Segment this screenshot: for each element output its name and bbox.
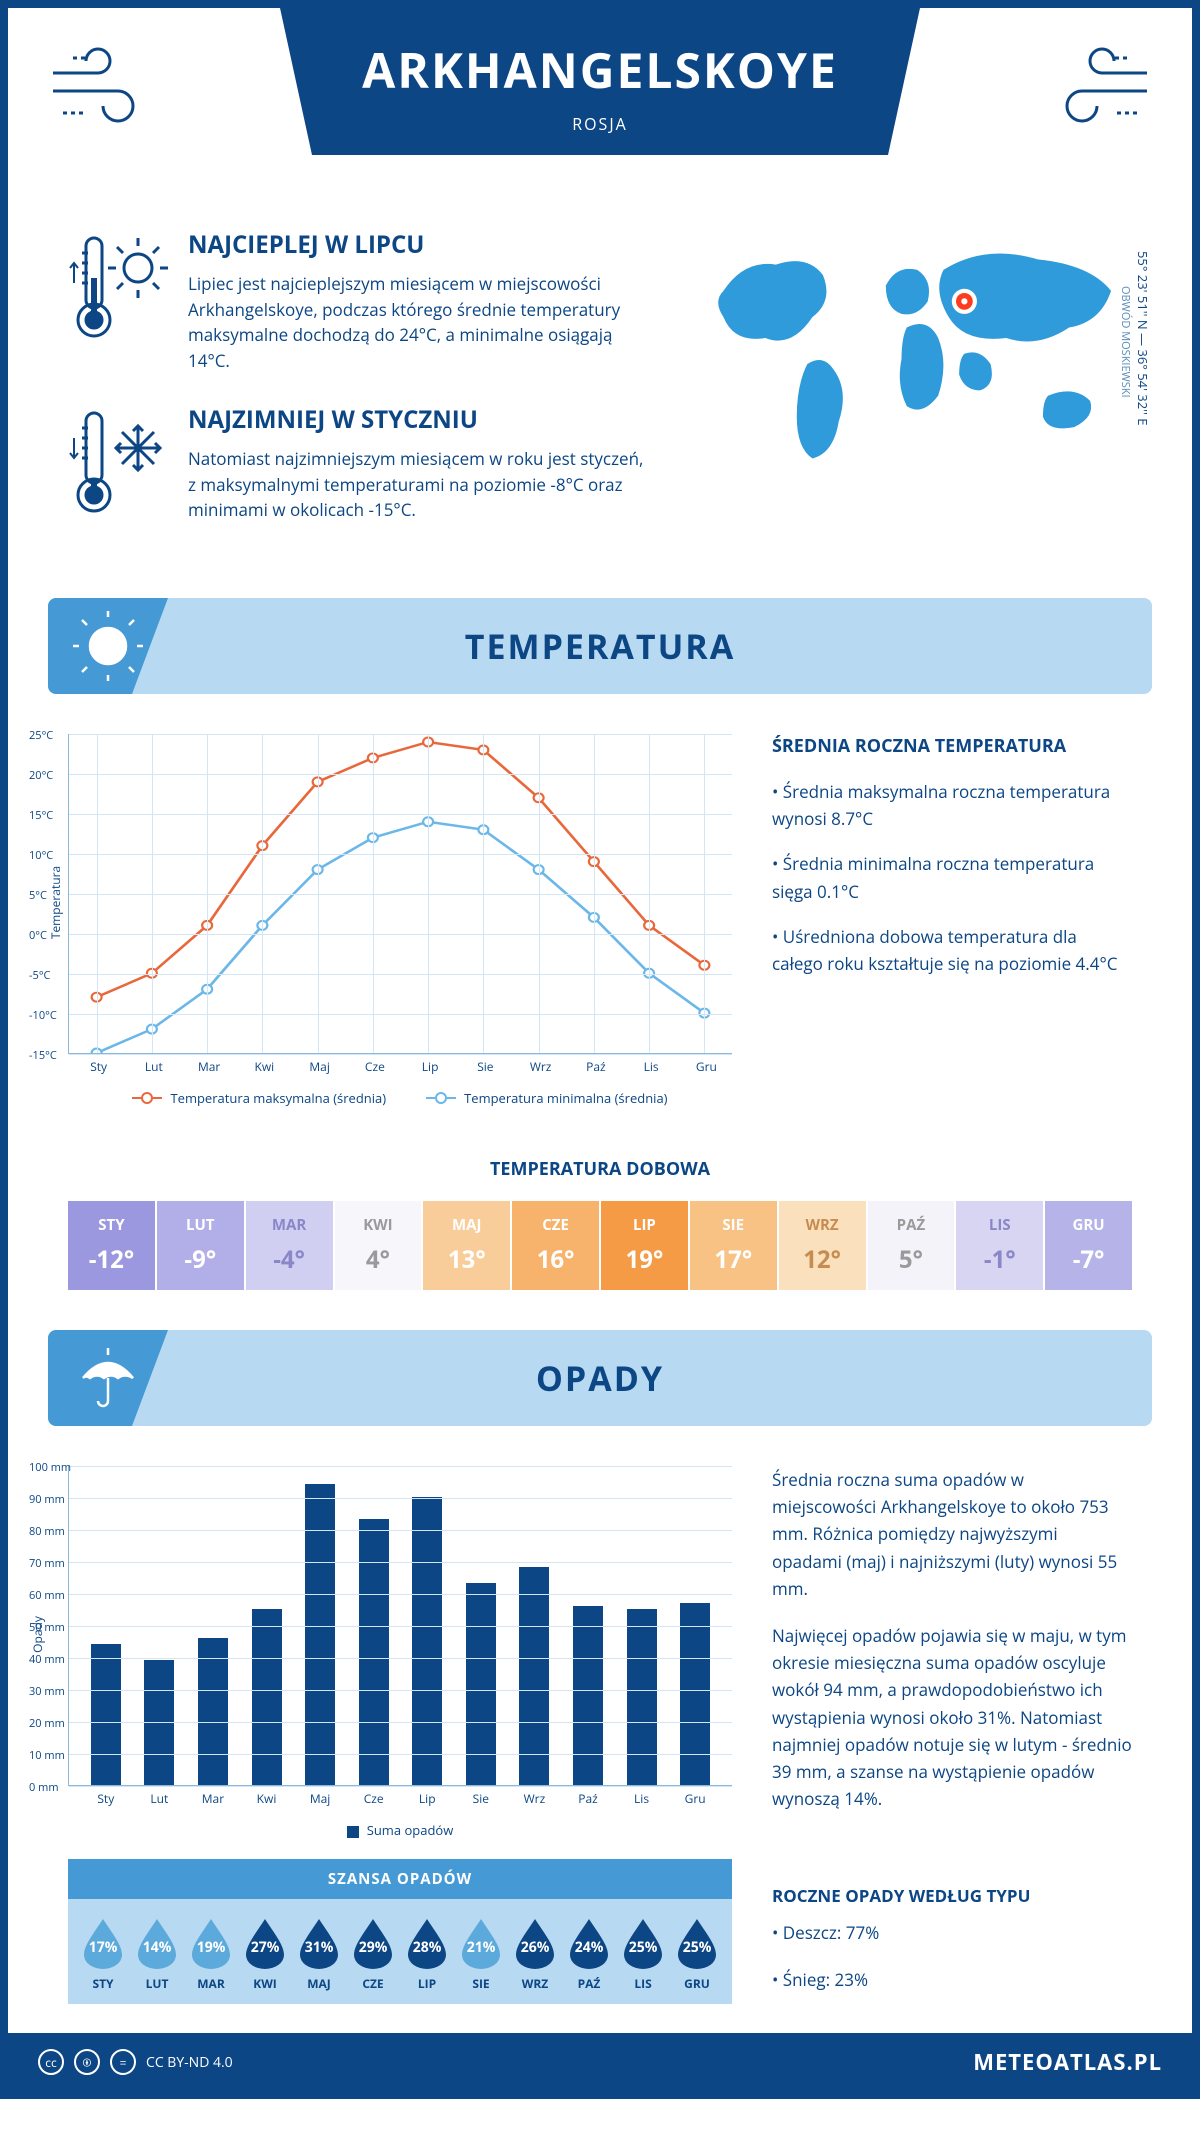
region-text: OBWÓD MOSKIEWSKI [1118, 286, 1133, 398]
coords-text: 55° 23' 51'' N — 36° 54' 32'' E [1134, 251, 1152, 425]
temperature-section-header: TEMPERATURA [48, 598, 1152, 694]
daily-cell: MAR-4° [246, 1201, 333, 1290]
thermometer-sun-icon [68, 228, 168, 373]
intro-text-column: NAJCIEPLEJ W LIPCU Lipiec jest najcieple… [68, 228, 652, 558]
chance-drop: 24%PAŹ [562, 1917, 616, 1992]
precip-p2: Najwięcej opadów pojawia się w maju, w t… [772, 1622, 1132, 1812]
precip-area: Opady StyLutMarKwiMajCzeLipSieWrzPaźLisG… [8, 1426, 1192, 1859]
thermometer-snow-icon [68, 403, 168, 528]
cc-icon: cc [38, 2049, 64, 2075]
wind-icon-left [48, 43, 168, 138]
world-map: 55° 23' 51'' N — 36° 54' 32'' E OBWÓD MO… [692, 228, 1132, 558]
daily-cell: CZE16° [512, 1201, 599, 1290]
temp-legend: Temperatura maksymalna (średnia) Tempera… [68, 1089, 732, 1107]
site-name: METEOATLAS.PL [973, 2047, 1162, 2077]
temp-bullet-1: • Średnia maksymalna roczna temperatura … [772, 778, 1132, 832]
chance-column: SZANSA OPADÓW 17%STY14%LUT19%MAR27%KWI31… [68, 1859, 732, 2013]
daily-cell: STY-12° [68, 1201, 155, 1290]
precip-bar-chart: Opady StyLutMarKwiMajCzeLipSieWrzPaźLisG… [68, 1466, 732, 1786]
chance-grid: 17%STY14%LUT19%MAR27%KWI31%MAJ29%CZE28%L… [68, 1899, 732, 2004]
precip-type-title: ROCZNE OPADY WEDŁUG TYPU [772, 1884, 1132, 1907]
chance-drop: 27%KWI [238, 1917, 292, 1992]
coordinates: 55° 23' 51'' N — 36° 54' 32'' E OBWÓD MO… [1116, 228, 1152, 448]
temperature-summary: ŚREDNIA ROCZNA TEMPERATURA • Średnia mak… [772, 734, 1132, 1107]
daily-cell: PAŹ5° [868, 1201, 955, 1290]
precip-chart-column: Opady StyLutMarKwiMajCzeLipSieWrzPaźLisG… [68, 1466, 732, 1839]
precip-type-snow: • Śnieg: 23% [772, 1966, 1132, 1993]
page-title: ARKHANGELSKOYE [360, 38, 840, 103]
precip-bar [573, 1606, 603, 1785]
precip-bar [680, 1603, 710, 1785]
wind-icon-right [1032, 43, 1152, 138]
chance-drop: 25%LIS [616, 1917, 670, 1992]
precip-section-header: OPADY [48, 1330, 1152, 1426]
precip-bar [412, 1497, 442, 1785]
footer: cc 🅯 = CC BY-ND 4.0 METEOATLAS.PL [8, 2033, 1192, 2091]
precip-summary: Średnia roczna suma opadów w miejscowośc… [772, 1466, 1132, 1839]
country-label: ROSJA [360, 113, 840, 135]
precip-bar [627, 1609, 657, 1785]
by-icon: 🅯 [74, 2049, 100, 2075]
precip-type-rain: • Deszcz: 77% [772, 1919, 1132, 1946]
temp-ylabel: Temperatura [47, 865, 64, 938]
chance-drop: 21%SIE [454, 1917, 508, 1992]
precip-heading: OPADY [73, 1355, 1127, 1401]
warmest-text: Lipiec jest najcieplejszym miesiącem w m… [188, 271, 652, 373]
precip-bar [359, 1519, 389, 1785]
sun-icon [48, 598, 168, 694]
daily-cell: LUT-9° [157, 1201, 244, 1290]
umbrella-icon [48, 1330, 168, 1426]
precip-bar [198, 1638, 228, 1785]
precip-bar [91, 1644, 121, 1785]
chance-drop: 29%CZE [346, 1917, 400, 1992]
header: ARKHANGELSKOYE ROSJA [8, 8, 1192, 208]
chance-title: SZANSA OPADÓW [68, 1859, 732, 1899]
warmest-block: NAJCIEPLEJ W LIPCU Lipiec jest najcieple… [68, 228, 652, 373]
daily-cell: MAJ13° [423, 1201, 510, 1290]
coldest-title: NAJZIMNIEJ W STYCZNIU [188, 403, 652, 436]
precip-bar [252, 1609, 282, 1785]
license-block: cc 🅯 = CC BY-ND 4.0 [38, 2049, 233, 2075]
daily-cell: LIP19° [601, 1201, 688, 1290]
daily-temp-title: TEMPERATURA DOBOWA [8, 1157, 1192, 1181]
nd-icon: = [110, 2049, 136, 2075]
daily-cell: SIE17° [690, 1201, 777, 1290]
daily-cell: WRZ12° [779, 1201, 866, 1290]
precip-bar [519, 1567, 549, 1785]
temp-bullet-2: • Średnia minimalna roczna temperatura s… [772, 850, 1132, 904]
coldest-block: NAJZIMNIEJ W STYCZNIU Natomiast najzimni… [68, 403, 652, 528]
license-text: CC BY-ND 4.0 [146, 2053, 233, 2072]
chance-drop: 19%MAR [184, 1917, 238, 1992]
chance-drop: 28%LIP [400, 1917, 454, 1992]
warmest-title: NAJCIEPLEJ W LIPCU [188, 228, 652, 261]
daily-cell: GRU-7° [1045, 1201, 1132, 1290]
temperature-heading: TEMPERATURA [73, 623, 1127, 669]
daily-cell: LIS-1° [956, 1201, 1043, 1290]
daily-temp-grid: STY-12°LUT-9°MAR-4°KWI4°MAJ13°CZE16°LIP1… [68, 1201, 1132, 1290]
chance-drop: 25%GRU [670, 1917, 724, 1992]
legend-min: Temperatura minimalna (średnia) [464, 1089, 667, 1107]
temp-bullet-3: • Uśredniona dobowa temperatura dla całe… [772, 923, 1132, 977]
chance-drop: 14%LUT [130, 1917, 184, 1992]
precip-p1: Średnia roczna suma opadów w miejscowośc… [772, 1466, 1132, 1602]
daily-cell: KWI4° [335, 1201, 422, 1290]
precip-bottom-row: SZANSA OPADÓW 17%STY14%LUT19%MAR27%KWI31… [8, 1859, 1192, 2033]
intro-section: NAJCIEPLEJ W LIPCU Lipiec jest najcieple… [8, 208, 1192, 598]
precip-legend: Suma opadów [68, 1821, 732, 1839]
temperature-area: Temperatura -15°C-10°C-5°C0°C5°C10°C15°C… [8, 694, 1192, 1147]
temp-summary-title: ŚREDNIA ROCZNA TEMPERATURA [772, 734, 1132, 758]
coldest-text: Natomiast najzimniejszym miesiącem w rok… [188, 446, 652, 523]
map-svg [692, 228, 1132, 479]
legend-max: Temperatura maksymalna (średnia) [170, 1089, 386, 1107]
title-banner: ARKHANGELSKOYE ROSJA [280, 8, 920, 155]
page: ARKHANGELSKOYE ROSJA [0, 0, 1200, 2099]
temperature-chart: Temperatura -15°C-10°C-5°C0°C5°C10°C15°C… [68, 734, 732, 1107]
chance-drop: 17%STY [76, 1917, 130, 1992]
chance-drop: 31%MAJ [292, 1917, 346, 1992]
precip-type-column: ROCZNE OPADY WEDŁUG TYPU • Deszcz: 77% •… [772, 1859, 1132, 2013]
chance-drop: 26%WRZ [508, 1917, 562, 1992]
